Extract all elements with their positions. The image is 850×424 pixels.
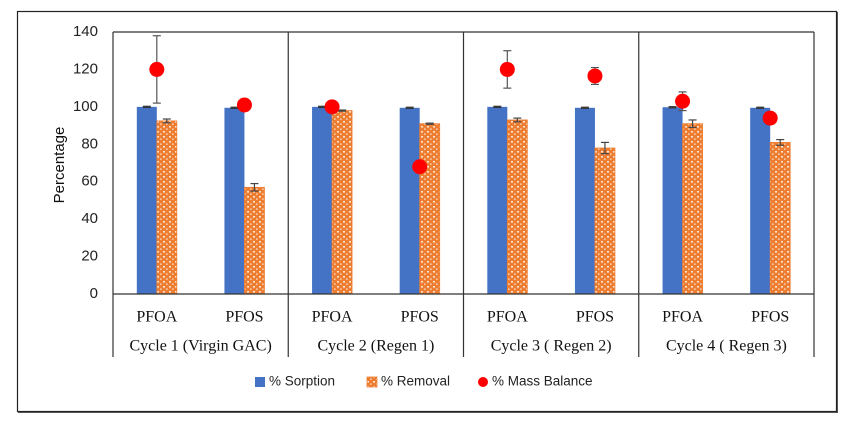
category-label: PFOA <box>487 309 528 326</box>
category-label: PFOA <box>662 309 703 326</box>
y-tick-label: 60 <box>81 173 98 190</box>
legend-item: % Mass Balance <box>478 374 593 389</box>
legend-label: % Removal <box>381 374 450 389</box>
legend-label: % Sorption <box>269 374 335 389</box>
y-axis-label: Percentage <box>51 127 68 204</box>
legend-label: % Mass Balance <box>492 374 593 389</box>
point-mass-balance <box>324 99 340 115</box>
point-mass-balance <box>412 159 428 175</box>
bar-removal <box>156 120 178 295</box>
category-label: PFOS <box>576 309 614 326</box>
category-label: PFOS <box>401 309 439 326</box>
y-tick-label: 100 <box>73 98 98 115</box>
bar-sorption <box>750 107 771 295</box>
legend-item: % Sorption <box>255 374 335 389</box>
legend-swatch-mass-balance <box>478 377 488 387</box>
category-label: PFOS <box>225 309 263 326</box>
bar-removal <box>506 119 528 295</box>
bar-removal <box>682 123 703 295</box>
legend-swatch-removal <box>366 376 378 388</box>
bar-sorption <box>399 107 420 295</box>
point-mass-balance <box>587 68 603 84</box>
group-label: Cycle 1 (Virgin GAC) <box>129 338 271 355</box>
x-axis: PFOA PFOS Cycle 1 (Virgin GAC) PFOA PFOS Cycl… <box>112 32 815 357</box>
bar-removal <box>594 147 616 295</box>
y-axis: 0 20 40 60 80 100 120 140 <box>73 23 98 302</box>
point-mass-balance <box>675 93 691 109</box>
bars <box>136 106 791 295</box>
bar-sorption <box>312 106 333 294</box>
group-label: Cycle 4 ( Regen 3) <box>666 338 787 355</box>
y-tick-label: 140 <box>73 23 98 40</box>
point-mass-balance <box>762 110 778 126</box>
group-label: Cycle 3 ( Regen 2) <box>491 338 612 355</box>
bar-removal <box>331 110 353 295</box>
bar-sorption <box>487 106 508 294</box>
y-tick-label: 20 <box>81 248 98 265</box>
mass-balance-points <box>149 61 778 175</box>
bar-sorption <box>662 107 683 294</box>
legend: % Sorption % Removal % Mass Balance <box>255 374 593 389</box>
y-tick-label: 0 <box>90 285 98 302</box>
bar-sorption <box>136 106 157 294</box>
bar-sorption <box>574 107 595 295</box>
bar-removal <box>769 142 791 295</box>
point-mass-balance <box>499 61 515 77</box>
bar-removal <box>244 186 265 295</box>
bar-removal <box>419 123 441 295</box>
y-tick-label: 40 <box>81 210 98 227</box>
category-label: PFOA <box>312 309 353 326</box>
y-tick-label: 80 <box>81 135 98 152</box>
category-label: PFOA <box>136 309 177 326</box>
legend-swatch-sorption <box>255 377 265 387</box>
point-mass-balance <box>236 97 252 113</box>
legend-item: % Removal <box>366 374 450 389</box>
y-tick-label: 120 <box>73 60 98 77</box>
group-label: Cycle 2 (Regen 1) <box>317 338 434 355</box>
category-label: PFOS <box>751 309 789 326</box>
bar-sorption <box>224 107 245 295</box>
point-mass-balance <box>149 61 165 77</box>
